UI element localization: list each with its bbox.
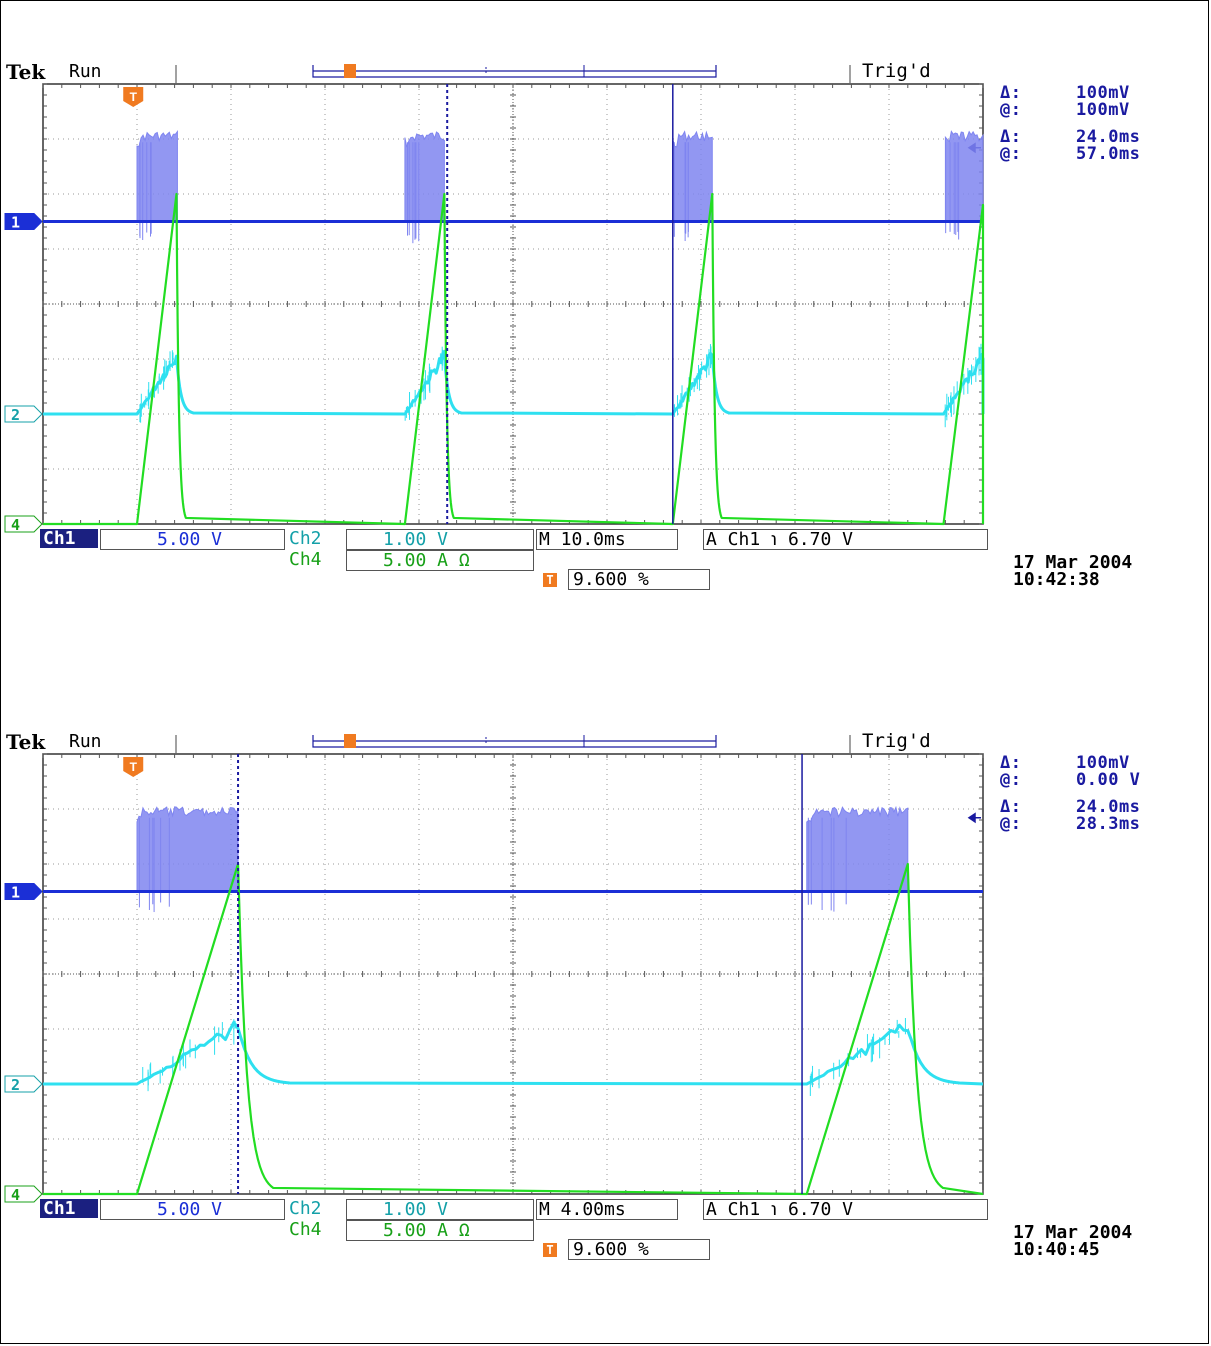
ch4-trace (43, 862, 984, 1196)
channel-marker-2 (4, 1075, 43, 1093)
trigger-position-marker (123, 87, 144, 107)
channel-marker-label: 4 (11, 1186, 20, 1204)
cursor-readout-symbol-3: Δ: (1000, 127, 1022, 147)
timebase: M 4.00ms (536, 1199, 678, 1220)
cursor-readout-symbol-1: Δ: (1000, 83, 1022, 103)
cursor-readout-symbol-2: @: (1000, 770, 1022, 790)
trigger-position-marker (123, 757, 144, 777)
record-trigger-marker (344, 64, 356, 78)
date-stamp: 17 Mar 2004 (1013, 552, 1133, 573)
channel-marker-4 (4, 515, 43, 533)
scope-screenshot-2: T 1 2 4 Tek Run Trig'd Δ: 100mV @: 0.00 V Δ… (0, 725, 1211, 1265)
date-stamp: 17 Mar 2004 (1013, 1222, 1133, 1243)
ch2-scale: 1.00 V (346, 1199, 534, 1220)
cursor-readout-symbol-4: @: (1000, 144, 1022, 164)
channel-marker-2 (4, 405, 43, 423)
ch2-scale: 1.00 V (346, 529, 534, 550)
ch1-scale: 5.00 V (100, 529, 285, 550)
cursor-readout-value-2: 100mV (1076, 100, 1130, 120)
ch2-trace (43, 1020, 984, 1086)
channel-marker-label: 4 (11, 516, 20, 534)
trigger-position: 9.600 % (568, 1239, 710, 1260)
ch1-label: Ch1 (40, 529, 98, 548)
ch2-label: Ch2 (289, 528, 322, 549)
trigger-marker-glyph: T (130, 90, 138, 104)
ch1-burst (806, 805, 909, 892)
trigger-marker-glyph: T (130, 760, 138, 774)
time-stamp: 10:42:38 (1013, 569, 1100, 590)
cursor-readout-symbol-3: Δ: (1000, 797, 1022, 817)
cursor-readout-value-4: 28.3ms (1076, 814, 1141, 834)
trigger-state: Trig'd (862, 60, 931, 82)
brand-label: Tek (6, 730, 46, 754)
cursor-readout-value-3: 24.0ms (1076, 797, 1141, 817)
trigger-position: 9.600 % (568, 569, 710, 590)
channel-marker-label: 2 (11, 1076, 20, 1094)
ch4-label: Ch4 (289, 1219, 322, 1240)
ch1-burst (672, 130, 713, 222)
channel-marker-label: 2 (11, 406, 20, 424)
brand-label: Tek (6, 60, 46, 84)
ch4-scale: 5.00 A Ω (346, 550, 534, 571)
cursor-readout-value-4: 57.0ms (1076, 144, 1141, 164)
channel-marker-1 (4, 213, 43, 230)
cursor-readout-symbol-2: @: (1000, 100, 1022, 120)
ch2-label: Ch2 (289, 1198, 322, 1219)
cursor-readout-symbol-1: Δ: (1000, 753, 1022, 773)
cursor-readout-value-1: 100mV (1076, 83, 1130, 103)
time-stamp: 10:40:45 (1013, 1239, 1100, 1260)
trigger-state: Trig'd (862, 730, 931, 752)
cursor-readout-value-2: 0.00 V (1076, 770, 1141, 790)
channel-marker-4 (4, 1185, 43, 1203)
channel-marker-label: 1 (11, 884, 20, 902)
trigger-position-icon: T (543, 1243, 557, 1257)
cursor-readout-value-3: 24.0ms (1076, 127, 1141, 147)
ch2-trace (43, 349, 985, 416)
cursor-readout-value-1: 100mV (1076, 753, 1130, 773)
channel-marker-label: 1 (11, 214, 20, 232)
trigger-position-icon: T (543, 573, 557, 587)
ch1-burst (136, 806, 239, 892)
oscilloscope-plot: T 1 2 4 (4, 64, 985, 534)
scope-screenshot-1: T 1 2 4 Tek Run Trig'd Δ: 100mV @: 100mV Δ:… (0, 55, 1211, 595)
ch1-burst (944, 130, 984, 222)
ch4-trace (43, 192, 985, 526)
cursor-readout-symbol-4: @: (1000, 814, 1022, 834)
trigger-level-marker (967, 812, 981, 824)
ch1-label: Ch1 (40, 1199, 98, 1218)
ch4-scale: 5.00 A Ω (346, 1220, 534, 1241)
ch1-burst (404, 131, 445, 222)
run-state: Run (69, 731, 102, 752)
oscilloscope-plot: T 1 2 4 (4, 734, 984, 1204)
channel-marker-1 (4, 883, 43, 900)
run-state: Run (69, 61, 102, 82)
timebase: M 10.0ms (536, 529, 678, 550)
record-trigger-marker (344, 734, 356, 748)
ch1-scale: 5.00 V (100, 1199, 285, 1220)
trigger-setting: A Ch1 ℩ 6.70 V (703, 1199, 988, 1220)
trigger-setting: A Ch1 ℩ 6.70 V (703, 529, 988, 550)
ch4-label: Ch4 (289, 549, 322, 570)
